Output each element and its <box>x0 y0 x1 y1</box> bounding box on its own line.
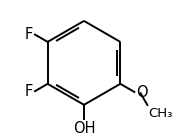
Text: F: F <box>25 27 33 42</box>
Text: OH: OH <box>73 121 95 136</box>
Text: CH₃: CH₃ <box>149 107 173 120</box>
Text: F: F <box>25 84 33 99</box>
Text: O: O <box>136 85 148 100</box>
